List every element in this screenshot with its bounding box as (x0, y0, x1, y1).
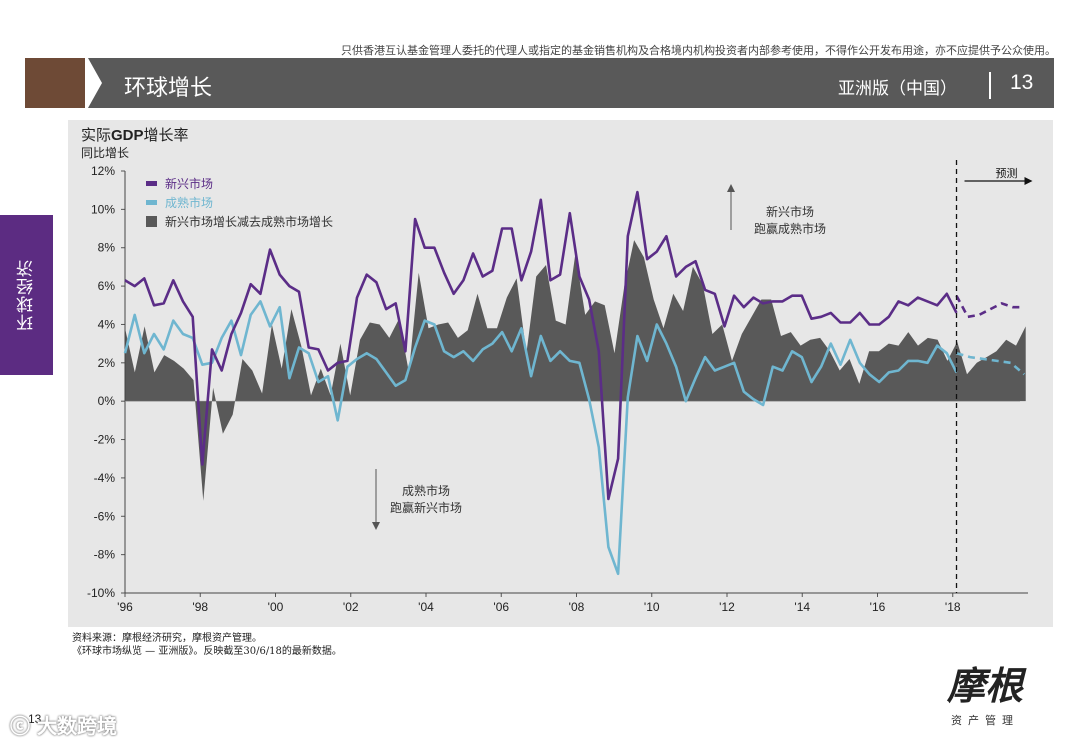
x-tick-label: '98 (192, 600, 208, 614)
source-note: 资料来源：摩根经济研究，摩根资产管理。 《环球市场纵览 — 亚洲版》。反映截至3… (72, 632, 342, 658)
legend-label: 新兴市场 (165, 176, 213, 191)
forecast-arrow-head (1024, 177, 1033, 185)
gap-area-series (125, 240, 1026, 501)
disclaimer-text: 只供香港互认基金管理人委托的代理人或指定的基金销售机构及合格境内机构投资者内部参… (341, 44, 1056, 57)
footer-page-number: 13 (28, 712, 42, 726)
emerging-markets-forecast-line (955, 295, 1025, 319)
x-tick-label: '02 (343, 600, 359, 614)
watermark-icon: ⓒ (10, 714, 37, 738)
gdp-growth-chart: 12% 10% 8% 6% 4% 2% 0% -2% -4% -6% -8% -10%'96 '98 '0… (87, 160, 1033, 614)
y-tick-label: -10% (87, 586, 115, 600)
annotation-up-text: 新兴市场 (766, 204, 814, 219)
y-tick-label: 2% (98, 356, 116, 370)
chart-title: 实际GDP增长率 (81, 124, 189, 145)
annotation-down-arrowhead (372, 522, 380, 530)
annotation-up-arrowhead (727, 184, 735, 192)
x-tick-label: '06 (493, 600, 509, 614)
logo-sub-text: 资产管理 (951, 714, 1019, 727)
watermark-text: 大数跨境 (36, 714, 117, 738)
x-tick-label: '12 (719, 600, 735, 614)
x-tick-label: '14 (794, 600, 810, 614)
source-line-1: 资料来源：摩根经济研究，摩根资产管理。 (72, 633, 262, 644)
header-bar (88, 58, 1054, 108)
y-tick-label: 10% (91, 202, 115, 216)
logo-main-text: 摩根 (946, 663, 1023, 708)
y-tick-label: 12% (91, 164, 115, 178)
annotation-down-text: 跑赢新兴市场 (390, 500, 462, 515)
chart-title-prefix: 实际 (81, 126, 112, 144)
header-separator (989, 72, 991, 99)
edition-label: 亚洲版（中国） (838, 79, 957, 99)
source-line-2: 《环球市场纵览 — 亚洲版》。反映截至30/6/18的最新数据。 (72, 646, 342, 657)
y-tick-label: 4% (98, 317, 116, 331)
header-page-number: 13 (1010, 71, 1034, 94)
x-tick-label: '16 (870, 600, 886, 614)
y-tick-label: 6% (98, 279, 116, 293)
watermark: ⓒ 大数跨境 (10, 710, 117, 739)
emerging-markets-line (124, 190, 958, 501)
section-tab-label: 环球经济 (17, 259, 37, 331)
y-tick-label: -4% (94, 471, 116, 485)
legend-label: 成熟市场 (165, 195, 213, 210)
legend-swatch (146, 181, 157, 186)
y-tick-label: -2% (94, 433, 116, 447)
x-tick-label: '08 (569, 600, 585, 614)
x-tick-label: '18 (945, 600, 961, 614)
y-tick-label: -6% (94, 509, 116, 523)
x-tick-label: '04 (418, 600, 434, 614)
header-brand-block (25, 58, 85, 108)
x-tick-label: '00 (268, 600, 284, 614)
section-tab[interactable]: 环球经济 (0, 215, 53, 375)
legend-label: 新兴市场增长减去成熟市场增长 (165, 214, 333, 229)
legend-swatch (146, 216, 157, 227)
chart-subtitle: 同比增长 (81, 146, 130, 160)
page-title: 环球增长 (124, 76, 213, 101)
chart-title-gdp: GDP (111, 127, 144, 144)
x-tick-label: '10 (644, 600, 660, 614)
y-tick-label: -8% (94, 548, 116, 562)
y-tick-label: 0% (98, 394, 116, 408)
chart-title-suffix: 增长率 (143, 126, 189, 144)
x-tick-label: '96 (117, 600, 133, 614)
annotation-down-text: 成熟市场 (402, 483, 450, 498)
developed-markets-line (123, 300, 958, 576)
company-logo: 摩根 资产管理 (935, 664, 1035, 728)
legend-swatch (146, 200, 157, 205)
y-tick-label: 8% (98, 241, 116, 255)
annotation-up-text: 跑赢成熟市场 (754, 221, 826, 236)
forecast-label: 预测 (996, 167, 1018, 180)
